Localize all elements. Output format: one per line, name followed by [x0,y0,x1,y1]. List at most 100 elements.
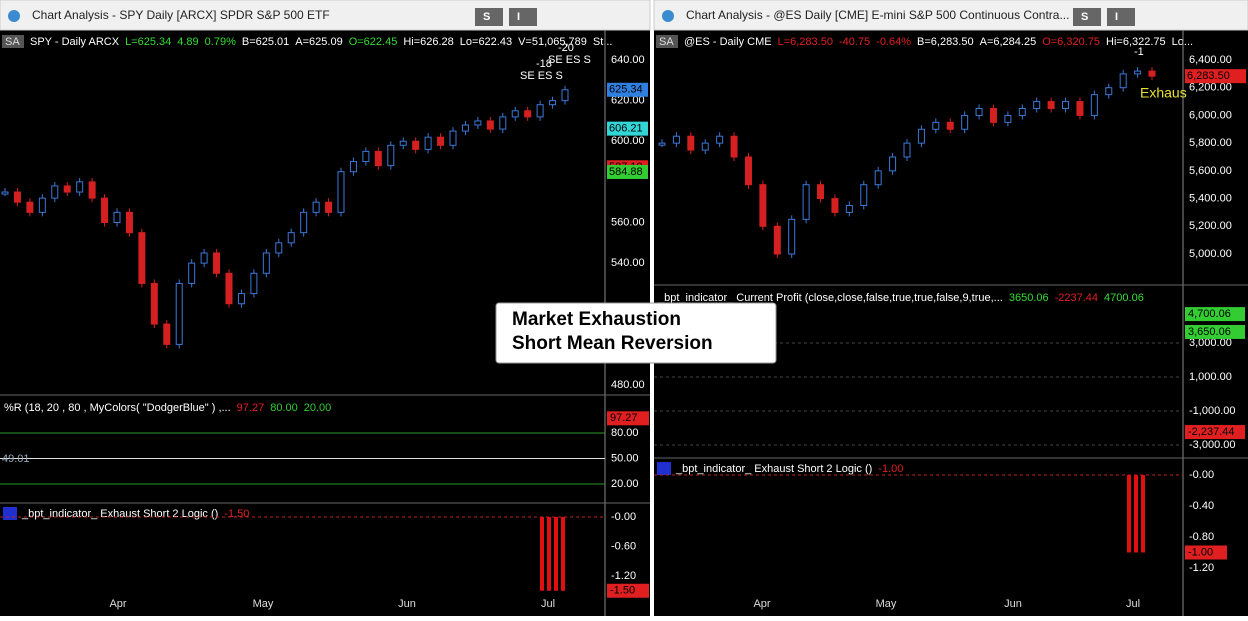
price-tick-label: 600.00 [611,135,645,147]
indicator-icon [657,462,671,475]
header-text: O=6,320.75 [1042,36,1100,48]
candle [975,108,983,116]
candle [287,232,295,244]
header-text: A=6,284.25 [980,36,1037,48]
candle [374,150,382,167]
price-tick-label: 540.00 [611,257,645,269]
toolbar-button[interactable] [475,8,503,26]
candle [474,120,482,126]
toolbar-button[interactable] [1107,8,1135,26]
candle [687,135,695,151]
candle [213,252,221,274]
header-text: Lo=622.43 [460,36,512,48]
price-tick-label: 6,400.00 [1189,54,1232,66]
price-badge-label: 625.34 [609,84,643,96]
candle [730,135,738,158]
annotation: -1 [1134,46,1144,58]
toolbar-button[interactable] [509,8,537,26]
toolbar-button-label: I [1115,11,1118,23]
header-text: Hi=626.28 [403,36,453,48]
candle [961,114,969,130]
candle [874,170,882,186]
candle [932,121,940,130]
candle [337,171,345,213]
header-text: 20.00 [304,402,332,414]
toolbar-button[interactable] [1073,8,1101,26]
pane-tick-label: 50.00 [611,452,639,464]
candle [788,218,796,255]
app-icon [8,10,20,22]
price-badge [607,164,648,179]
toolbar-button-label: S [483,11,490,23]
header-text: -1.50 [224,508,249,520]
pane-tick-label: 80.00 [611,427,639,439]
title-bar [653,0,1248,31]
candle [817,184,825,200]
candle [536,104,544,118]
candle [325,201,333,213]
price-tick-label: 620.00 [611,95,645,107]
side-label: 49.01 [2,453,30,465]
candle [1119,73,1127,89]
candle [1090,94,1098,116]
candle [275,242,283,254]
pane-tick-label: -0.80 [1189,531,1214,543]
candle [399,140,407,146]
candle [262,252,270,274]
annotation: SE ES S [548,54,591,66]
candle [1105,87,1113,96]
candle [424,136,432,150]
candle [387,144,395,167]
candle [150,282,158,325]
candle [349,161,357,173]
header-text: B=6,283.50 [917,36,974,48]
price-tick-label: 640.00 [611,54,645,66]
header-text: L=6,283.50 [778,36,833,48]
candle [412,140,420,150]
candle [76,181,84,193]
candle [524,110,532,118]
annotation: -20 [558,42,574,54]
candle [486,120,494,130]
exhaust-bar [1134,475,1138,553]
pane-badge-label: 97.27 [610,412,638,424]
candle [63,185,71,193]
header-text: -0.64% [876,36,911,48]
pane-badge-label: 4,700.06 [1188,308,1231,320]
candle [701,142,709,151]
pane-tick-label: -0.00 [1189,469,1214,481]
price-tick-label: 6,000.00 [1189,109,1232,121]
candle [860,184,868,206]
header-text: V=51,065,789 [518,36,587,48]
header-text: 0.79% [205,36,236,48]
price-tick-label: 5,800.00 [1189,137,1232,149]
exhaust-bar [561,517,565,591]
candle [744,156,752,186]
price-tick-label: 5,600.00 [1189,165,1232,177]
pane-tick-label: 20.00 [611,478,639,490]
candle [499,116,507,130]
candle [88,181,96,199]
month-label: Apr [753,598,770,610]
header-text: Hi=6,322.75 [1106,36,1166,48]
candle [759,184,767,227]
month-label: Jun [1004,598,1022,610]
candle [845,205,853,213]
candle [1,191,9,195]
price-tick-label: 6,200.00 [1189,82,1232,94]
exhaust-bar [554,517,558,591]
candle [1033,101,1041,109]
header-text: A=625.09 [295,36,342,48]
candle [561,89,569,102]
header-text: _bpt_indicator_ Current Profit (close,cl… [657,292,1003,304]
header-text: 97.27 [237,402,265,414]
header-text: B=625.01 [242,36,289,48]
header-text: -1.00 [878,463,903,475]
candle [802,184,810,220]
month-label: Jun [398,598,416,610]
month-label: May [253,598,274,610]
candle [672,135,680,144]
header-text: St... [593,36,613,48]
pane-tick-label: -1,000.00 [1189,405,1235,417]
